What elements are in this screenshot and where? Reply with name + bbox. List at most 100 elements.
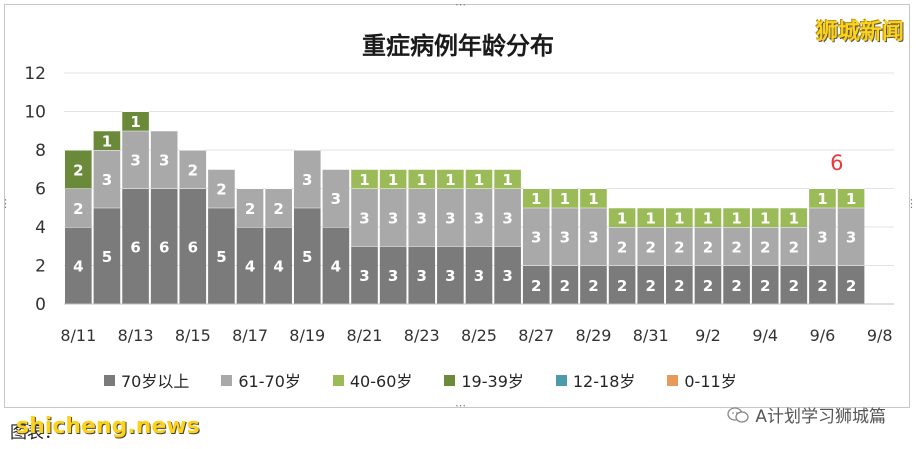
- footer-caption: 图表：: [10, 423, 61, 443]
- data-label: 3: [588, 229, 598, 247]
- legend-item: 40-60岁: [332, 368, 413, 392]
- data-label: 1: [617, 209, 627, 227]
- data-label: 3: [331, 190, 341, 208]
- bar-segment: [580, 188, 607, 208]
- bar-segment: [150, 188, 178, 304]
- data-label: 4: [273, 258, 283, 276]
- bar-segment: [494, 246, 521, 304]
- x-tick-label: 8/19: [289, 326, 325, 345]
- y-tick-label: 6: [35, 180, 46, 200]
- data-label: 2: [760, 238, 770, 256]
- footer-account-name: A计划学习狮城篇: [755, 407, 886, 427]
- bar-segment: [522, 207, 550, 266]
- data-label: 3: [817, 229, 827, 247]
- legend-label: 0-11岁: [684, 372, 737, 391]
- bar-segment: [551, 188, 579, 208]
- chart-title: 重症病例年龄分布: [362, 32, 554, 60]
- data-label: 6: [188, 238, 198, 256]
- legend-label: 40-60岁: [349, 372, 413, 391]
- x-tick-label: 8/21: [347, 326, 383, 345]
- data-label: 3: [359, 209, 369, 227]
- bar-segment: [179, 188, 207, 304]
- bar-segment: [265, 188, 292, 227]
- x-tick-label: 8/23: [404, 326, 440, 345]
- bar-segment: [408, 188, 436, 247]
- bar-segment: [293, 207, 321, 304]
- bar-segment: [608, 227, 636, 266]
- data-label: 3: [474, 267, 484, 285]
- legend-item: 19-39岁: [444, 368, 524, 392]
- bar-segment: [723, 227, 750, 266]
- bar-segment: [637, 265, 665, 304]
- legend-item: 70岁以上: [104, 368, 189, 392]
- bar-segment: [723, 265, 750, 304]
- data-label: 2: [674, 238, 684, 256]
- data-label: 2: [731, 277, 741, 295]
- bar-segment: [637, 207, 665, 227]
- bar-segment: [494, 169, 521, 189]
- bar-segment: [65, 150, 92, 189]
- bar-segment: [522, 188, 550, 208]
- bar-segment: [437, 169, 464, 189]
- data-label: 5: [216, 248, 226, 266]
- x-tick-label: 9/4: [752, 326, 778, 345]
- legend-label: 19-39岁: [461, 372, 524, 391]
- data-label: 2: [245, 200, 255, 218]
- y-tick-label: 0: [35, 295, 46, 315]
- data-label: 1: [417, 171, 427, 189]
- data-label: 3: [445, 267, 455, 285]
- x-tick-label: 9/8: [867, 326, 893, 345]
- bar-segment: [236, 227, 264, 304]
- data-label: 3: [445, 209, 455, 227]
- x-tick-label: 8/13: [118, 326, 154, 345]
- annotation-label: 6: [830, 151, 843, 175]
- resize-handle-right[interactable]: ⋮: [906, 197, 916, 210]
- data-label: 1: [388, 171, 398, 189]
- data-label: 3: [159, 152, 169, 170]
- resize-handle-left[interactable]: ⋮: [0, 197, 11, 210]
- data-label: 2: [674, 277, 684, 295]
- bar-segment: [379, 188, 407, 247]
- data-label: 4: [245, 258, 255, 276]
- bar-segment: [351, 188, 378, 247]
- data-label: 1: [445, 171, 455, 189]
- bar-segment: [122, 111, 149, 131]
- legend-item: 0-11岁: [667, 368, 737, 392]
- x-tick-label: 9/6: [810, 326, 836, 345]
- data-label: 2: [731, 238, 741, 256]
- legend-label: 12-18岁: [572, 372, 636, 391]
- legend-item: 61-70岁: [221, 368, 301, 392]
- bar-segment: [122, 188, 149, 304]
- resize-handle-top[interactable]: ⋯: [455, 0, 466, 11]
- bar-segment: [666, 207, 693, 227]
- data-label: 1: [531, 190, 541, 208]
- legend: 70岁以上 61-70岁 40-60岁 19-39岁 12-18岁 0-11岁: [104, 369, 804, 391]
- data-label: 2: [646, 277, 656, 295]
- data-label: 1: [789, 209, 799, 227]
- data-label: 4: [331, 258, 341, 276]
- data-label: 3: [130, 152, 140, 170]
- bar-segment: [351, 246, 378, 304]
- data-label: 6: [159, 238, 169, 256]
- data-label: 3: [502, 209, 512, 227]
- data-label: 2: [817, 277, 827, 295]
- data-label: 1: [760, 209, 770, 227]
- resize-handle-bottom[interactable]: ⋯: [455, 399, 466, 412]
- bar-segment: [580, 265, 607, 304]
- bar-segment: [809, 265, 836, 304]
- bar-segment: [694, 227, 722, 266]
- data-label: 1: [817, 190, 827, 208]
- legend-swatch: [555, 374, 567, 386]
- bar-segment: [751, 265, 779, 304]
- bar-segment: [494, 188, 521, 247]
- data-label: 1: [674, 209, 684, 227]
- data-label: 2: [560, 277, 570, 295]
- bar-segment: [293, 150, 321, 208]
- data-label: 2: [73, 161, 83, 179]
- data-label: 3: [846, 229, 856, 247]
- x-tick-label: 9/2: [695, 326, 721, 345]
- legend-swatch: [332, 374, 344, 386]
- data-label: 3: [302, 171, 312, 189]
- bar-segment: [322, 169, 350, 227]
